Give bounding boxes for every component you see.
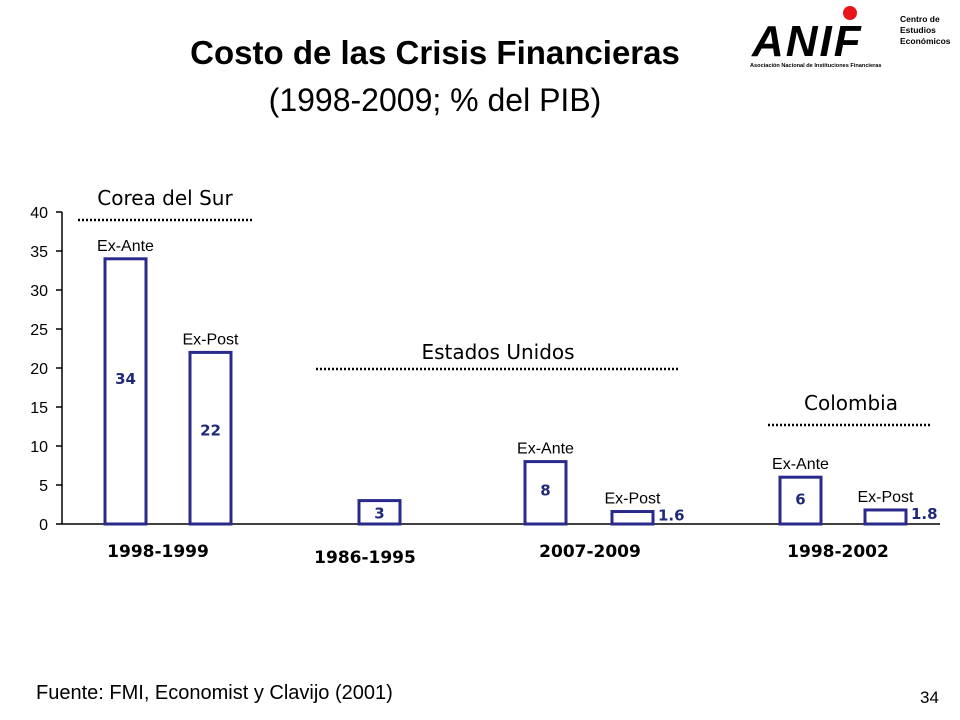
logo-brand: ANIF — [751, 17, 863, 66]
bar-category-label: Ex-Post — [857, 489, 914, 506]
y-tick-label: 40 — [30, 205, 48, 222]
country-label: Estados Unidos — [421, 340, 574, 364]
bar-2-1 — [610, 510, 655, 526]
logo-side-text-1: Centro de — [900, 14, 940, 24]
page-number: 34 — [920, 688, 939, 707]
logo-tagline: Asociación Nacional de Instituciones Fin… — [750, 63, 882, 69]
country-label: Colombia — [804, 391, 898, 415]
bar-3-1 — [863, 508, 908, 526]
bar-2-0 — [523, 460, 568, 526]
slide-title: Costo de las Crisis Financieras — [190, 34, 680, 71]
y-tick-label: 5 — [39, 478, 48, 495]
y-tick-label: 35 — [30, 244, 48, 261]
bar-0-0 — [103, 257, 148, 526]
y-tick-label: 20 — [30, 361, 48, 378]
y-tick-label: 25 — [30, 322, 48, 339]
bar-value-label: 6 — [795, 490, 805, 508]
y-tick-label: 15 — [30, 400, 48, 417]
bar-value-label: 34 — [115, 370, 136, 388]
logo-dot — [843, 6, 857, 20]
y-tick-label: 10 — [30, 439, 48, 456]
period-label: 2007-2009 — [539, 542, 641, 562]
bar-value-label: 8 — [540, 482, 550, 500]
logo-side-text-2: Estudios — [900, 25, 936, 35]
anif-logo: ANIF Asociación Nacional de Institucione… — [750, 6, 951, 69]
bar-3-0 — [778, 475, 823, 526]
bar-category-label: Ex-Post — [604, 491, 661, 508]
bar-1-0 — [357, 499, 402, 526]
bar-0-1 — [188, 350, 233, 526]
source-note: Fuente: FMI, Economist y Clavijo (2001) — [36, 682, 393, 704]
period-label: 1998-1999 — [107, 542, 209, 562]
bar-value-label: 1.6 — [658, 507, 685, 525]
country-label: Corea del Sur — [97, 186, 233, 210]
bar-value-label: 22 — [200, 422, 221, 440]
bar-category-label: Ex-Post — [182, 331, 239, 348]
bar-category-label: Ex-Ante — [97, 238, 154, 255]
bar-value-label: 1.8 — [911, 505, 938, 523]
bar-category-label: Ex-Ante — [517, 441, 574, 458]
y-tick-label: 30 — [30, 283, 48, 300]
bar-category-label: Ex-Ante — [772, 456, 829, 473]
period-label: 1986-1995 — [314, 548, 416, 568]
period-label: 1998-2002 — [787, 542, 889, 562]
slide-subtitle: (1998-2009; % del PIB) — [268, 82, 602, 118]
bar-value-label: 3 — [374, 504, 384, 522]
logo-side-text-3: Económicos — [900, 36, 951, 46]
y-tick-label: 0 — [39, 517, 48, 534]
